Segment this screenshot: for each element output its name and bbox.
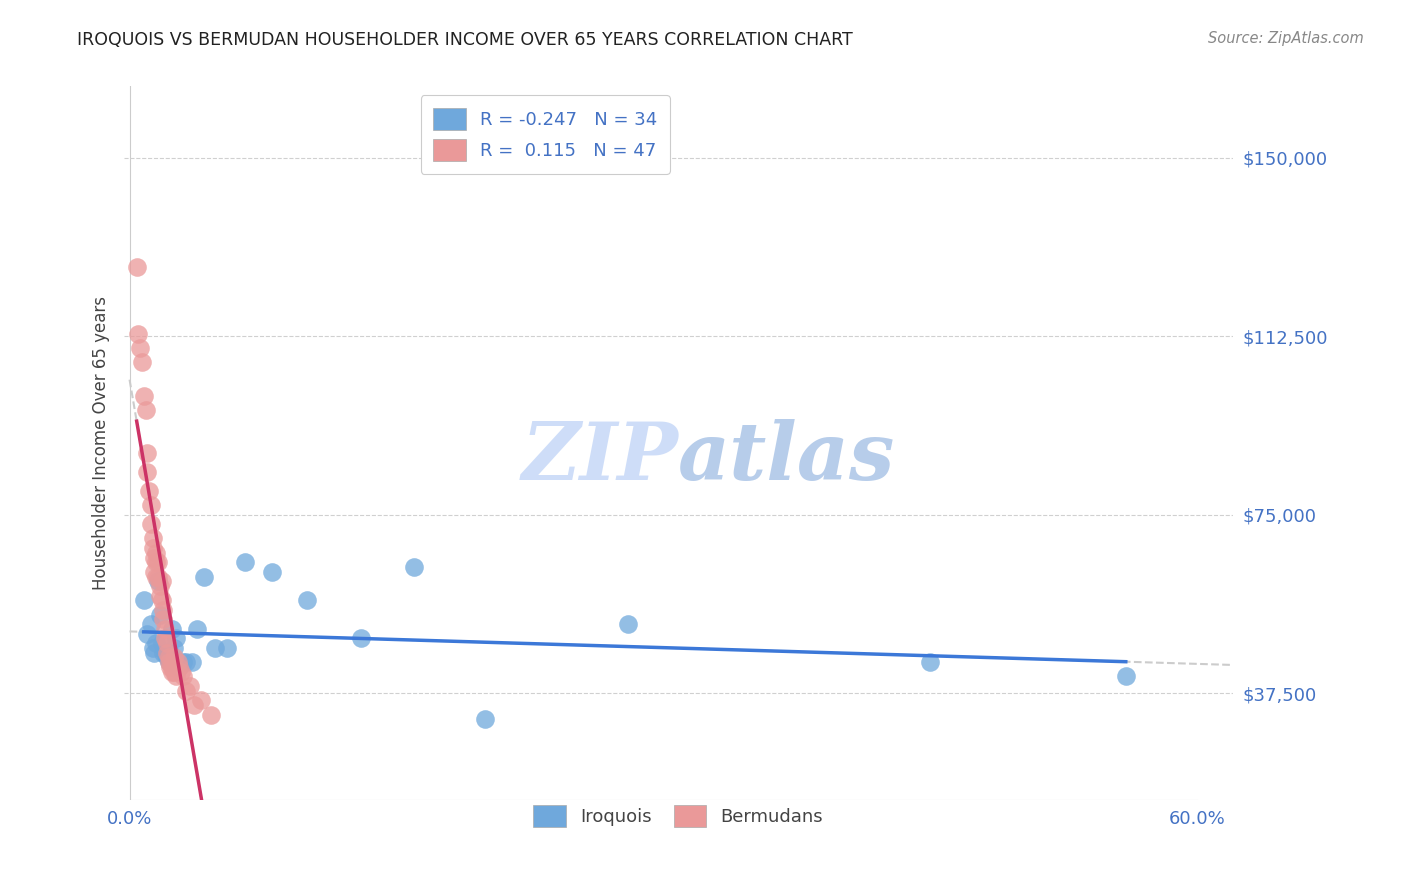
Point (404, 560, 426, 574)
Point (125, 260, 148, 275)
Point (157, 650, 180, 665)
Point (157, 655, 180, 669)
Point (149, 589, 172, 603)
Point (142, 532, 165, 546)
Point (127, 326, 149, 341)
Point (920, 655, 942, 669)
Point (139, 517, 162, 532)
Text: atlas: atlas (678, 419, 896, 496)
Point (129, 341, 152, 355)
Point (186, 622, 208, 636)
Text: ZIP: ZIP (522, 419, 678, 496)
Point (136, 626, 159, 640)
Point (163, 640, 186, 655)
Point (474, 712, 496, 726)
Point (131, 355, 153, 369)
Point (163, 650, 186, 665)
Point (193, 569, 215, 583)
Point (217, 640, 239, 655)
Point (156, 646, 179, 660)
Point (146, 574, 169, 589)
Point (145, 555, 167, 569)
Point (233, 555, 256, 569)
Point (143, 565, 166, 579)
Point (132, 389, 155, 403)
Point (204, 640, 226, 655)
Point (162, 665, 184, 679)
Point (139, 617, 162, 632)
Point (150, 593, 173, 607)
Point (190, 693, 212, 707)
Point (260, 565, 283, 579)
Point (176, 683, 198, 698)
Point (156, 636, 179, 650)
Point (350, 632, 373, 646)
Point (159, 646, 181, 660)
Point (142, 640, 165, 655)
Point (179, 679, 201, 693)
Point (142, 541, 165, 555)
Point (172, 669, 194, 683)
Point (146, 555, 169, 569)
Point (150, 636, 173, 650)
Point (149, 607, 172, 622)
Point (159, 660, 181, 674)
Point (152, 646, 174, 660)
Point (153, 622, 176, 636)
Point (165, 632, 187, 646)
Point (153, 646, 176, 660)
Point (162, 660, 184, 674)
Point (297, 593, 319, 607)
Point (180, 655, 202, 669)
Y-axis label: Householder Income Over 65 years: Householder Income Over 65 years (93, 296, 110, 591)
Legend: Iroquois, Bermudans: Iroquois, Bermudans (526, 797, 831, 834)
Point (166, 655, 188, 669)
Point (136, 465, 159, 479)
Point (163, 665, 186, 679)
Point (170, 665, 193, 679)
Point (1115, 669, 1137, 683)
Point (169, 660, 191, 674)
Point (200, 707, 222, 722)
Point (136, 446, 159, 460)
Point (145, 636, 167, 650)
Point (143, 550, 166, 565)
Point (165, 669, 187, 683)
Point (153, 632, 176, 646)
Point (138, 483, 160, 498)
Text: IROQUOIS VS BERMUDAN HOUSEHOLDER INCOME OVER 65 YEARS CORRELATION CHART: IROQUOIS VS BERMUDAN HOUSEHOLDER INCOME … (77, 31, 853, 49)
Point (143, 646, 166, 660)
Point (176, 655, 198, 669)
Point (169, 660, 191, 674)
Point (157, 655, 180, 669)
Point (135, 403, 157, 417)
Text: Source: ZipAtlas.com: Source: ZipAtlas.com (1208, 31, 1364, 46)
Point (162, 622, 184, 636)
Point (616, 617, 638, 632)
Point (152, 603, 174, 617)
Point (139, 498, 162, 512)
Point (156, 650, 179, 665)
Point (172, 655, 194, 669)
Point (149, 579, 172, 593)
Point (152, 612, 174, 626)
Point (146, 569, 169, 583)
Point (132, 593, 155, 607)
Point (145, 546, 167, 560)
Point (183, 698, 205, 712)
Point (145, 569, 167, 583)
Point (150, 574, 173, 589)
